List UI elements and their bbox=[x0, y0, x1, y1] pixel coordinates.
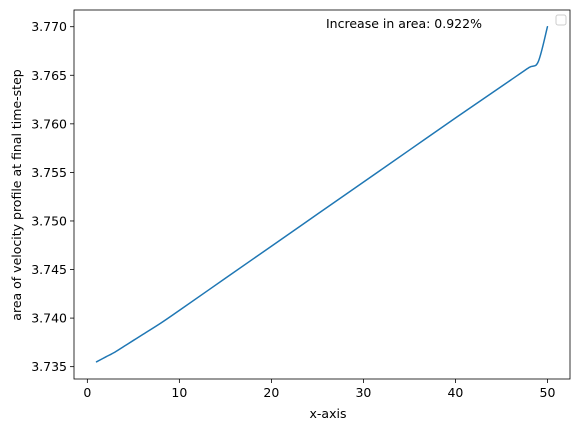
y-axis-label: area of velocity profile at final time-s… bbox=[9, 69, 24, 320]
x-tick-label: 50 bbox=[540, 385, 556, 400]
y-tick-label: 3.770 bbox=[31, 19, 67, 34]
x-axis-label: x-axis bbox=[310, 406, 347, 421]
x-tick-label: 0 bbox=[83, 385, 91, 400]
axis-ticks: 0 10 20 30 40 50 3.735 3.740 3.745 3.750 3.755 3.76… bbox=[31, 19, 555, 400]
x-tick-label: 40 bbox=[447, 385, 463, 400]
x-tick-label: 10 bbox=[171, 385, 187, 400]
y-tick-label: 3.755 bbox=[31, 165, 67, 180]
y-tick-label: 3.740 bbox=[31, 311, 67, 326]
x-tick-label: 30 bbox=[355, 385, 371, 400]
series-line bbox=[95, 25, 549, 363]
y-tick-label: 3.750 bbox=[31, 213, 67, 228]
x-tick-label: 20 bbox=[263, 385, 279, 400]
plot-frame bbox=[73, 9, 571, 380]
legend-box bbox=[555, 14, 567, 26]
y-tick-label: 3.760 bbox=[31, 116, 67, 131]
y-tick-label: 3.735 bbox=[31, 359, 67, 374]
y-tick-label: 3.745 bbox=[31, 262, 67, 277]
annotation-text: Increase in area: 0.922% bbox=[326, 16, 482, 31]
y-tick-label: 3.765 bbox=[31, 68, 67, 83]
